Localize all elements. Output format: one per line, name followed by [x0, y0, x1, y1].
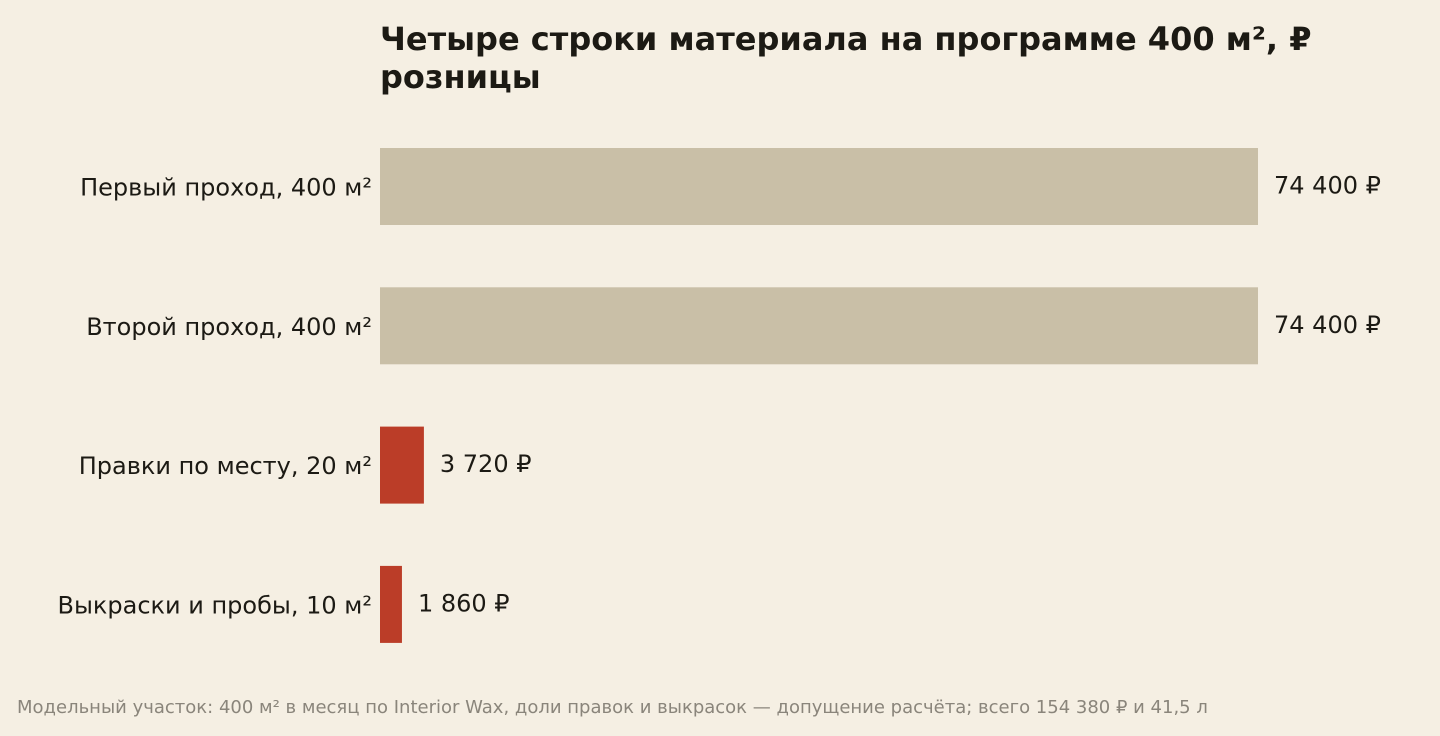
category-label: Правки по месту, 20 м²: [79, 452, 372, 480]
value-label: 74 400 ₽: [1274, 311, 1381, 339]
chart-footnote: Модельный участок: 400 м² в месяц по Int…: [17, 697, 1208, 718]
category-label: Второй проход, 400 м²: [86, 313, 372, 341]
bar: [380, 565, 402, 643]
bar: [380, 148, 1258, 225]
bar: [380, 426, 424, 504]
category-label: Выкраски и пробы, 10 м²: [57, 591, 372, 619]
category-label: Первый проход, 400 м²: [80, 174, 372, 202]
value-label: 74 400 ₽: [1274, 172, 1381, 200]
value-label: 3 720 ₽: [440, 450, 532, 478]
chart-title: Четыре строки материала на программе 400…: [380, 20, 1312, 96]
bar: [380, 287, 1258, 365]
value-label: 1 860 ₽: [418, 589, 510, 617]
